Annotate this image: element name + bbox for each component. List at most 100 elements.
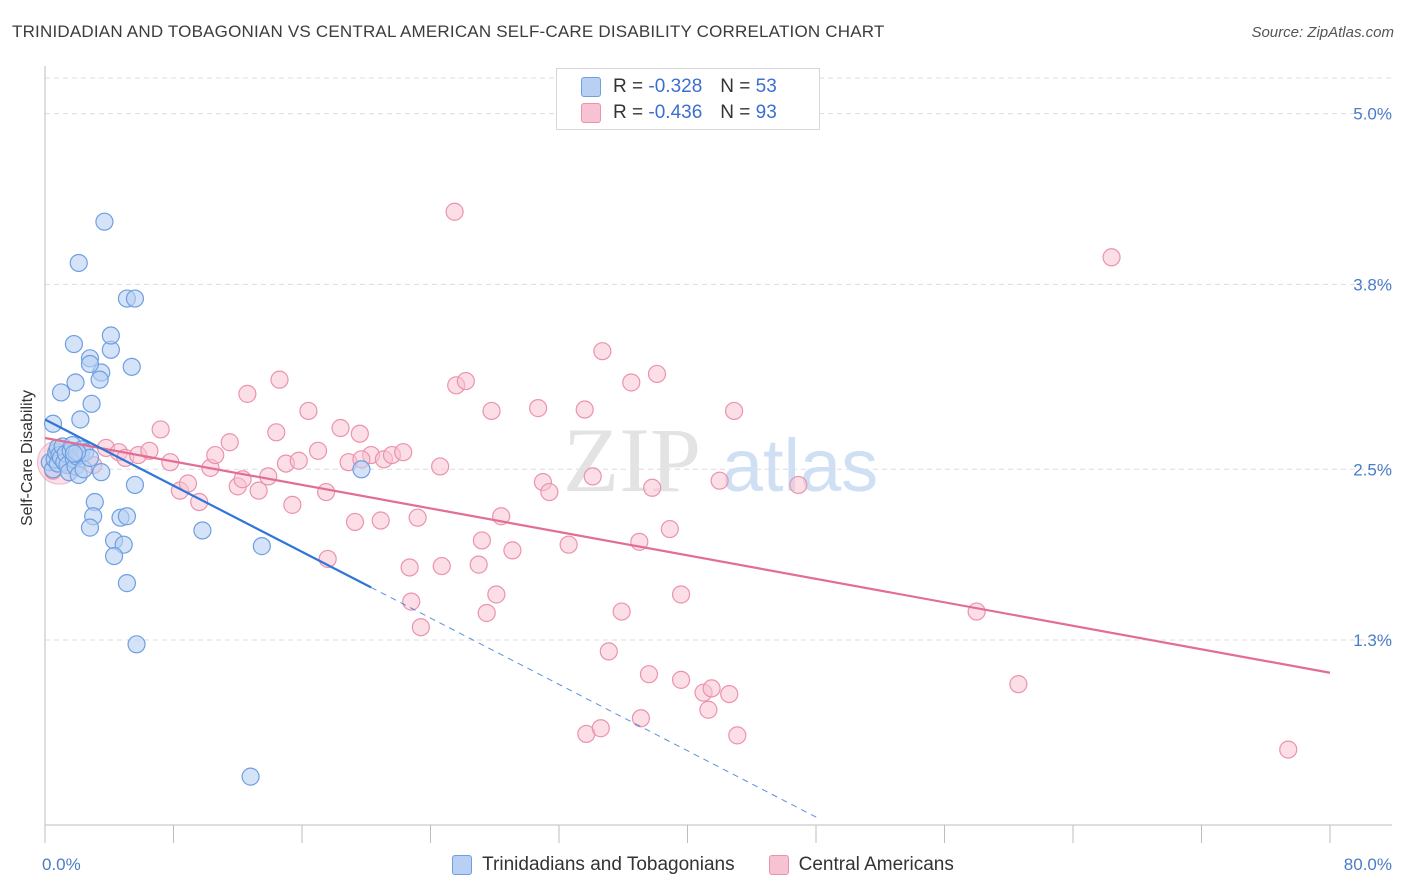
correlation-legend: R = -0.328 N = 53 R = -0.436 N = 93 — [556, 68, 820, 130]
tick-labels: 1.3% 2.5% 3.8% 5.0% 0.0% 80.0% — [42, 105, 1392, 874]
legend-n-value: 93 — [755, 102, 777, 123]
data-point — [117, 507, 137, 526]
data-point — [350, 424, 369, 443]
data-point — [593, 342, 612, 361]
data-point — [80, 518, 100, 537]
data-point — [702, 679, 721, 698]
data-point — [90, 370, 109, 389]
data-point — [643, 478, 662, 497]
data-point — [95, 212, 114, 231]
data-point — [289, 451, 308, 470]
watermark-atlas: atlas — [722, 424, 878, 507]
trend-line-trinidadians — [44, 418, 372, 589]
data-point — [503, 541, 522, 560]
legend-swatch-pink — [581, 103, 601, 123]
data-point — [193, 521, 212, 540]
trinidadians-points — [40, 212, 371, 786]
y-tick-label: 1.3% — [1353, 631, 1392, 650]
data-point — [575, 400, 594, 419]
data-point — [647, 364, 667, 384]
data-point — [1102, 248, 1121, 267]
data-point — [591, 719, 610, 738]
legend-swatch-blue — [581, 77, 601, 97]
data-point — [612, 602, 631, 621]
data-point — [82, 394, 101, 413]
trend-line-trinidadians-extension — [370, 586, 818, 819]
data-point — [559, 535, 578, 554]
legend-item-label: Central Americans — [798, 854, 954, 875]
data-point — [660, 519, 679, 539]
data-point — [241, 767, 260, 786]
data-point — [238, 384, 257, 403]
data-point — [487, 585, 506, 604]
axes — [44, 66, 1392, 843]
data-point — [789, 475, 808, 495]
x-tick-label-max: 80.0% — [1344, 855, 1392, 874]
data-point — [477, 603, 496, 623]
data-point — [283, 495, 302, 514]
data-point — [104, 546, 124, 566]
data-point — [1279, 740, 1298, 759]
data-point — [267, 423, 286, 442]
data-point — [408, 508, 427, 527]
data-point — [259, 467, 278, 486]
y-tick-label: 2.5% — [1353, 460, 1392, 479]
data-point — [431, 457, 450, 476]
data-point — [206, 445, 225, 465]
legend-swatch-pink — [768, 855, 789, 875]
legend-r-label: R = — [613, 76, 644, 97]
data-point — [622, 373, 641, 392]
data-point — [127, 635, 146, 654]
data-point — [472, 531, 491, 550]
data-point — [583, 467, 602, 486]
data-point — [64, 444, 84, 463]
data-point — [125, 289, 145, 308]
y-tick-label: 3.8% — [1353, 275, 1392, 294]
watermark-zip: ZIP — [563, 409, 701, 511]
trend-lines — [44, 418, 1331, 819]
data-point — [540, 482, 559, 502]
data-point — [117, 574, 137, 593]
data-point — [631, 709, 651, 728]
data-point — [699, 700, 718, 719]
data-point — [456, 371, 475, 391]
legend-n-value: 53 — [755, 76, 777, 97]
data-point — [270, 370, 289, 389]
legend-item-trinidadians[interactable]: Trinidadians and Tobagonians — [452, 854, 735, 876]
data-point — [352, 460, 371, 479]
legend-r-value: -0.436 — [648, 102, 703, 123]
data-point — [394, 443, 413, 462]
data-point — [51, 383, 71, 402]
data-point — [967, 602, 986, 621]
data-point — [101, 326, 120, 345]
data-point — [482, 401, 501, 421]
legend-r-label: R = — [613, 102, 644, 123]
legend-item-central-americans[interactable]: Central Americans — [768, 854, 954, 876]
legend-n-label: N = — [720, 102, 751, 123]
data-point — [92, 463, 111, 482]
x-tick-label-min: 0.0% — [42, 855, 81, 874]
data-point — [122, 357, 141, 376]
data-point — [331, 418, 350, 438]
data-point — [402, 592, 421, 611]
data-point — [728, 726, 747, 745]
data-point — [220, 433, 239, 452]
data-point — [671, 585, 691, 604]
data-point — [445, 202, 464, 221]
data-point — [252, 537, 271, 556]
data-point — [400, 558, 419, 577]
data-point — [299, 401, 318, 421]
data-point — [724, 401, 744, 421]
data-point — [71, 410, 90, 429]
legend-item-label: Trinidadians and Tobagonians — [482, 854, 735, 875]
legend-r-value: -0.328 — [648, 76, 703, 97]
data-point — [1009, 675, 1028, 694]
data-point — [529, 399, 548, 418]
data-point — [308, 441, 328, 460]
data-point — [249, 481, 268, 500]
y-tick-label: 5.0% — [1353, 105, 1392, 124]
legend-n-label: N = — [720, 76, 751, 97]
data-point — [69, 253, 88, 273]
data-point — [140, 441, 159, 460]
